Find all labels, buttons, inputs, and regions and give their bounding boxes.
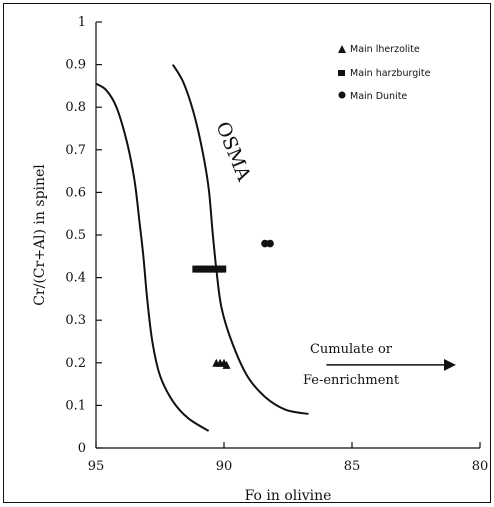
harzburgite-point	[203, 265, 211, 273]
y-tick-label: 0.9	[65, 58, 86, 73]
cumulate-label-line1: Cumulate or	[310, 342, 393, 357]
y-tick-label: 0.3	[65, 313, 86, 328]
x-axis-title: Fo in olivine	[245, 488, 332, 504]
legend: Main lherzolite Main harzburgite Main Du…	[338, 44, 431, 102]
y-tick-label: 0.8	[65, 100, 86, 115]
y-tick-label: 0.7	[65, 143, 86, 158]
harzburgite-point	[211, 265, 219, 273]
harzburgite-point	[192, 265, 200, 273]
y-tick-label: 0.1	[65, 398, 86, 413]
y-tick-label: 0.4	[65, 271, 86, 286]
boundary-curve-1	[95, 82, 210, 432]
legend-label-lherzolite: Main lherzolite	[350, 44, 420, 55]
x-axis-ticks: 95 90 85 80	[88, 442, 489, 474]
legend-item-lherzolite: Main lherzolite	[338, 44, 420, 55]
legend-item-dunite: Main Dunite	[338, 91, 407, 102]
harzburgite-point	[207, 265, 215, 273]
y-tick-label: 1	[78, 15, 86, 30]
ostma-label: OSMA	[211, 119, 255, 185]
harzburgite-point	[200, 265, 208, 273]
y-tick-label: 0.2	[65, 356, 86, 371]
y-tick-label: 0	[78, 441, 86, 456]
boundary-curve-2	[171, 64, 309, 415]
y-tick-label: 0.5	[65, 228, 86, 243]
dunite-point	[266, 239, 274, 248]
x-tick-label: 90	[216, 459, 233, 474]
y-axis-title: Cr/(Cr+Al) in spinel	[32, 164, 48, 306]
legend-item-harzburgite: Main harzburgite	[338, 68, 431, 79]
figure-frame	[3, 3, 491, 503]
harzburgite-point	[215, 265, 223, 273]
lherzolite-point	[222, 360, 231, 369]
x-tick-label: 95	[88, 459, 105, 474]
cumulate-label-line2: Fe-enrichment	[303, 373, 400, 388]
x-tick-label: 85	[344, 459, 361, 474]
legend-label-harzburgite: Main harzburgite	[350, 68, 431, 79]
square-marker-icon	[338, 70, 345, 76]
legend-label-dunite: Main Dunite	[350, 91, 407, 102]
plot-area	[95, 64, 309, 432]
harzburgite-point	[196, 265, 204, 273]
triangle-marker-icon	[338, 45, 346, 53]
y-tick-label: 0.6	[65, 185, 86, 200]
y-axis-ticks: 0 0.1 0.2 0.3 0.4 0.5 0.6 0.7 0.8 0.9 1	[65, 15, 102, 456]
x-tick-label: 80	[472, 459, 489, 474]
harzburgite-point	[219, 265, 227, 273]
circle-marker-icon	[338, 91, 346, 99]
